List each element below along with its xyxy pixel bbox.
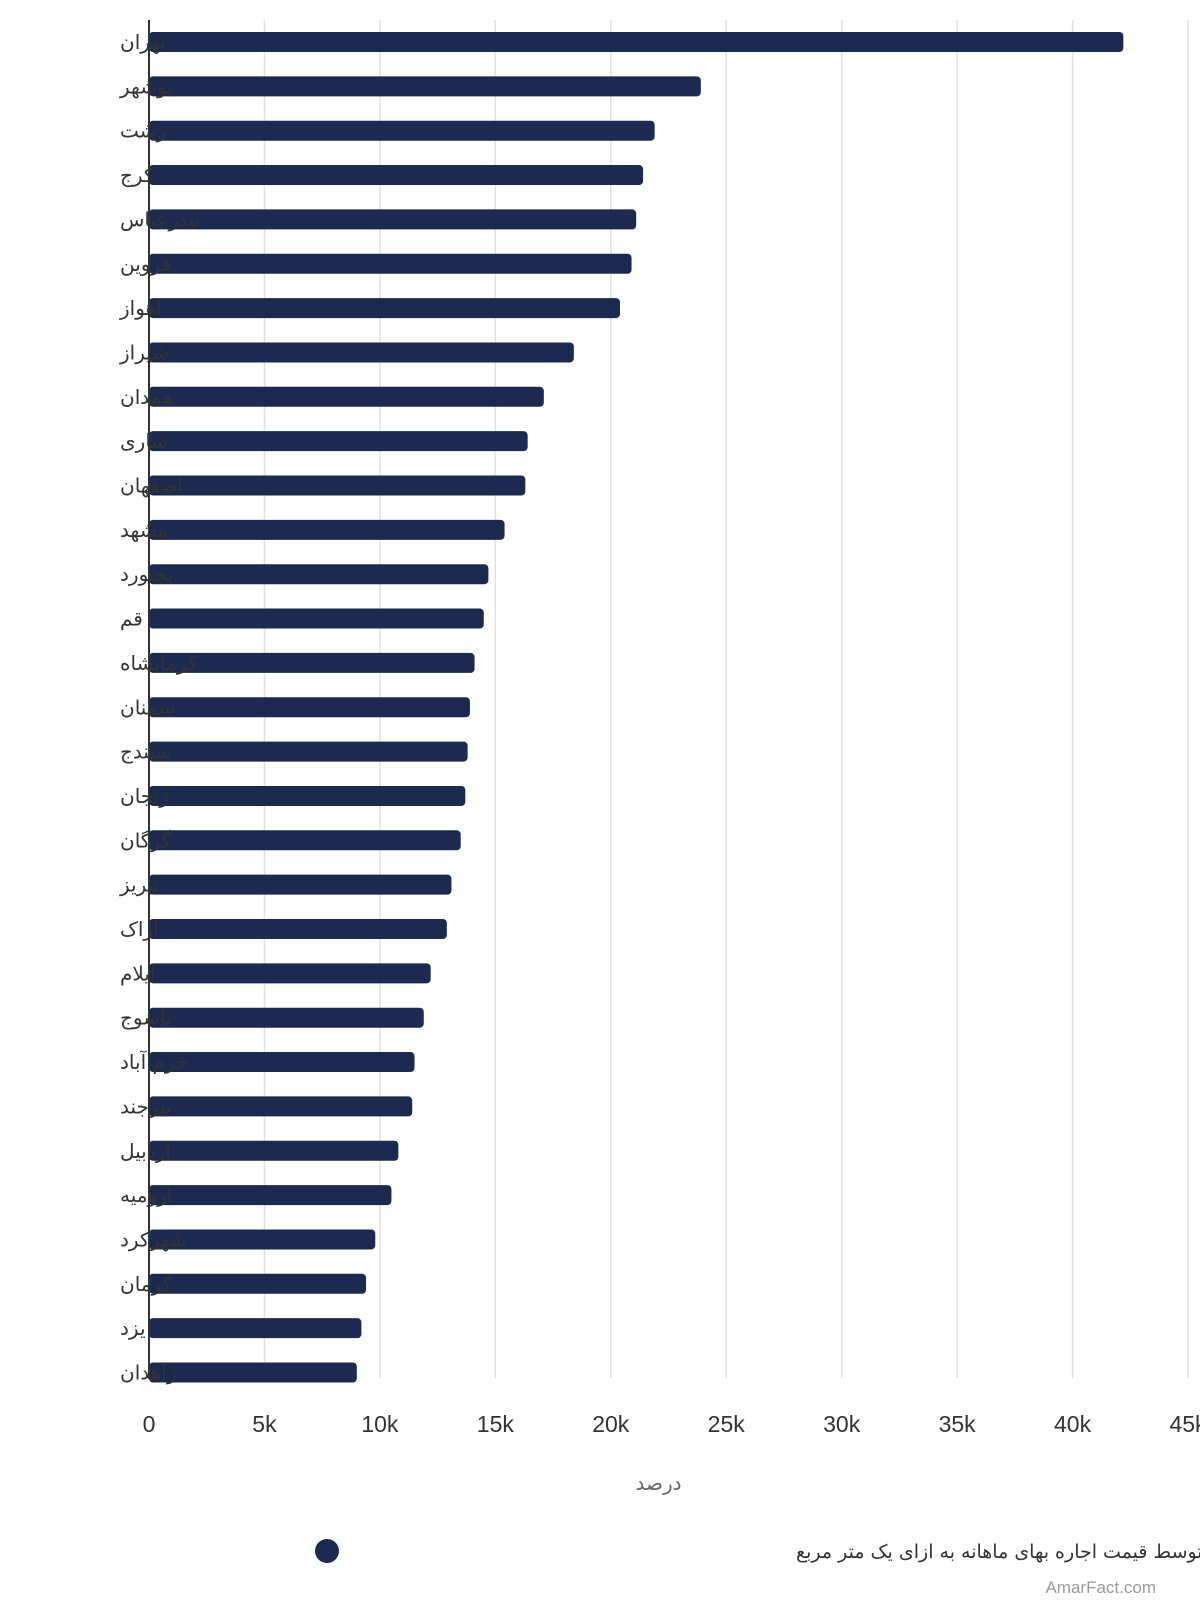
watermark: AmarFact.com bbox=[1045, 1578, 1156, 1597]
bar[interactable] bbox=[149, 1185, 392, 1206]
category-label: اصفهان bbox=[120, 474, 183, 498]
x-tick-label: 15k bbox=[477, 1411, 515, 1437]
category-label: قزوین bbox=[120, 252, 171, 276]
bars bbox=[149, 32, 1124, 1383]
category-label: بندرعباس bbox=[120, 207, 200, 231]
bar[interactable] bbox=[149, 830, 461, 851]
legend[interactable]: متوسط قیمت اجاره بهای ماهانه به ازای یک … bbox=[315, 1539, 1200, 1563]
bar[interactable] bbox=[149, 608, 484, 629]
bar[interactable] bbox=[149, 1362, 357, 1383]
category-label: تهران bbox=[120, 30, 166, 54]
bar[interactable] bbox=[149, 32, 1124, 52]
category-label: بیرجند bbox=[120, 1094, 172, 1118]
legend-label: متوسط قیمت اجاره بهای ماهانه به ازای یک … bbox=[796, 1541, 1200, 1563]
x-tick-labels: 0 5k 10k 15k 20k 25k 30k 35k 40k 45k bbox=[143, 1411, 1200, 1437]
bar[interactable] bbox=[149, 963, 431, 984]
x-tick-label: 25k bbox=[708, 1411, 746, 1437]
category-label: سمنان bbox=[120, 695, 175, 719]
bar[interactable] bbox=[149, 519, 505, 540]
legend-marker bbox=[315, 1539, 339, 1563]
category-label: اهواز bbox=[119, 296, 162, 320]
bar[interactable] bbox=[149, 120, 655, 141]
category-label: کرمان bbox=[120, 1272, 173, 1296]
category-label: تبریز bbox=[119, 873, 159, 897]
x-tick-label: 20k bbox=[592, 1411, 630, 1437]
category-label: ارومیه bbox=[120, 1183, 172, 1207]
x-tick-label: 30k bbox=[823, 1411, 861, 1437]
category-label: خرم آباد bbox=[120, 1049, 188, 1074]
category-label: شهرکرد bbox=[120, 1227, 186, 1251]
bar[interactable] bbox=[149, 76, 701, 97]
bar[interactable] bbox=[149, 1096, 413, 1117]
bar[interactable] bbox=[149, 564, 489, 585]
category-label: بجنورد bbox=[120, 562, 173, 586]
bar[interactable] bbox=[149, 919, 447, 939]
category-label: ایلام bbox=[120, 961, 155, 985]
bar[interactable] bbox=[149, 741, 468, 762]
x-axis-title: درصد bbox=[635, 1471, 681, 1495]
x-tick-label: 45k bbox=[1169, 1411, 1200, 1437]
category-label: اراک bbox=[120, 917, 159, 941]
bar[interactable] bbox=[149, 298, 621, 319]
category-label: قم bbox=[120, 607, 143, 631]
category-label: شیراز bbox=[119, 340, 169, 364]
bar[interactable] bbox=[149, 652, 475, 673]
category-label: رشت bbox=[120, 119, 166, 143]
bar[interactable] bbox=[149, 1229, 376, 1250]
bar[interactable] bbox=[149, 697, 470, 718]
category-label: کرمانشاه bbox=[120, 651, 198, 675]
bar[interactable] bbox=[149, 1318, 362, 1339]
bar[interactable] bbox=[149, 874, 452, 895]
category-label: مشهد bbox=[120, 518, 168, 542]
category-label: یزد bbox=[120, 1316, 146, 1340]
category-label: زنجان bbox=[120, 784, 169, 808]
bar[interactable] bbox=[149, 342, 574, 363]
bar[interactable] bbox=[149, 165, 644, 186]
bar[interactable] bbox=[149, 475, 526, 496]
bar[interactable] bbox=[149, 1140, 399, 1161]
category-label: گرگان bbox=[120, 828, 171, 852]
x-tick-label: 35k bbox=[939, 1411, 977, 1437]
category-label: سنندج bbox=[120, 740, 172, 764]
x-tick-label: 5k bbox=[252, 1411, 277, 1437]
category-label: همدان bbox=[120, 385, 173, 409]
category-label: یاسوج bbox=[120, 1006, 172, 1030]
category-label: اردبیل bbox=[120, 1139, 171, 1163]
category-label: ساری bbox=[120, 429, 168, 453]
bar[interactable] bbox=[149, 253, 632, 274]
bar[interactable] bbox=[149, 386, 544, 407]
grid-lines bbox=[263, 20, 1189, 1378]
bar[interactable] bbox=[149, 431, 528, 452]
x-tick-label: 0 bbox=[143, 1411, 156, 1437]
category-label: بوشهر bbox=[119, 74, 173, 98]
bar[interactable] bbox=[149, 785, 466, 806]
bar[interactable] bbox=[149, 1007, 424, 1028]
bar[interactable] bbox=[149, 1273, 367, 1294]
x-tick-label: 10k bbox=[361, 1411, 399, 1437]
x-tick-label: 40k bbox=[1054, 1411, 1092, 1437]
bar[interactable] bbox=[149, 1052, 415, 1073]
bar[interactable] bbox=[149, 209, 637, 230]
